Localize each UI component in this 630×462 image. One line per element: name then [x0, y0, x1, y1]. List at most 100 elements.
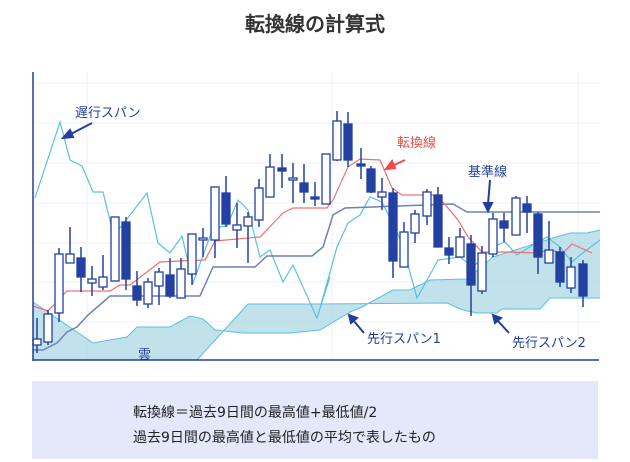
kijun-arrow-icon: [487, 179, 491, 205]
bullish-candle-body: [210, 186, 220, 241]
formula-note: 転換線＝過去9日間の最高値+最低値/2 過去9日間の最高値と最低値の平均で表した…: [32, 381, 598, 459]
bullish-candle-body: [265, 166, 275, 198]
candle: [566, 257, 576, 293]
bullish-candle-body: [87, 278, 97, 284]
candle: [54, 248, 64, 322]
bullish-candle-body: [54, 253, 64, 314]
candle: [356, 148, 366, 179]
cloud-label: 雲: [138, 348, 152, 363]
candle: [299, 164, 309, 203]
bullish-candle-body: [399, 231, 409, 268]
bullish-candle-body: [43, 313, 53, 343]
candle: [221, 176, 231, 227]
candle: [232, 203, 242, 248]
cloud: [33, 230, 600, 360]
candle: [477, 246, 487, 294]
bearish-candle-body: [388, 192, 398, 262]
candle: [198, 228, 208, 257]
bearish-candle-body: [499, 220, 509, 229]
candle: [277, 154, 287, 188]
tenkan-line: [32, 158, 593, 312]
candle: [488, 213, 498, 257]
candle: [110, 216, 120, 282]
bearish-candle-body: [522, 203, 532, 213]
candle: [578, 260, 588, 307]
candle: [499, 213, 509, 242]
candle: [366, 166, 376, 193]
bullish-candle-body: [332, 120, 342, 161]
candle: [87, 266, 97, 296]
candle: [444, 237, 454, 264]
bullish-candle-body: [511, 197, 521, 236]
senkou-span-2-label: 先行スパン2: [512, 336, 586, 351]
bullish-candle-body: [410, 213, 420, 234]
chikou-arrow-icon: [68, 122, 93, 136]
candle: [321, 153, 331, 205]
bullish-candle-body: [32, 338, 42, 346]
bearish-candle-body: [165, 274, 175, 297]
senkou-span-1-label: 先行スパン1: [367, 332, 441, 347]
bullish-candle-body: [377, 191, 387, 198]
bullish-candle-body: [98, 276, 108, 288]
candle: [43, 310, 53, 345]
candle: [243, 212, 253, 263]
candle: [522, 196, 532, 233]
bearish-candle-body: [466, 243, 476, 286]
bullish-candle-body: [422, 191, 432, 217]
candle: [332, 111, 342, 161]
bearish-candle-body: [578, 263, 588, 297]
kijun-label: 基準線: [468, 165, 508, 180]
candle: [132, 271, 142, 306]
candle: [143, 278, 153, 308]
candle: [544, 221, 554, 264]
bearish-candle-body: [277, 167, 287, 172]
candle: [388, 188, 398, 278]
candle: [288, 163, 298, 203]
bullish-candle-body: [198, 237, 208, 241]
candle: [466, 235, 476, 316]
candle: [154, 268, 164, 305]
bearish-candle-body: [533, 213, 543, 258]
tenkan-label: 転換線: [397, 136, 437, 151]
bearish-candle-body: [555, 251, 565, 283]
candle: [254, 179, 264, 227]
grid-lines: [33, 72, 600, 360]
candle: [210, 186, 220, 258]
bullish-candle-body: [288, 177, 298, 181]
bullish-candle-body: [243, 216, 253, 227]
senkou-span-1-line: [32, 229, 601, 344]
bullish-candle-body: [154, 271, 164, 287]
bearish-candle-body: [76, 257, 86, 278]
bullish-candle-body: [143, 281, 153, 305]
chikou-span-line: [34, 119, 601, 320]
candle: [65, 227, 75, 264]
candle: [76, 247, 86, 292]
bullish-candle-body: [321, 153, 331, 205]
candle: [399, 222, 409, 268]
bearish-candle-body: [356, 163, 366, 167]
candle: [98, 255, 108, 290]
bearish-candle-body: [310, 196, 320, 200]
senkou2-arrow-icon: [496, 319, 510, 334]
formula-description: 過去9日間の最高値と最低値の平均で表したもの: [133, 430, 436, 446]
page-title: 転換線の計算式: [245, 12, 385, 36]
bullish-candle-body: [187, 233, 197, 275]
bearish-candle-body: [444, 247, 454, 256]
candle: [455, 228, 465, 258]
candle: [265, 154, 275, 198]
candle: [176, 258, 186, 299]
bearish-candle-body: [221, 192, 231, 225]
formula-line: 転換線＝過去9日間の最高値+最低値/2: [133, 405, 378, 421]
candle: [410, 210, 420, 243]
bullish-candle-body: [488, 218, 498, 255]
bullish-candle-body: [232, 224, 242, 231]
candle: [511, 196, 521, 236]
bullish-candle-body: [544, 249, 554, 264]
candle: [555, 247, 565, 287]
candle: [165, 258, 175, 298]
bullish-candle-body: [477, 252, 487, 292]
candle: [187, 233, 197, 285]
senkou1-arrow-icon: [352, 319, 365, 334]
candlesticks: [32, 111, 588, 353]
